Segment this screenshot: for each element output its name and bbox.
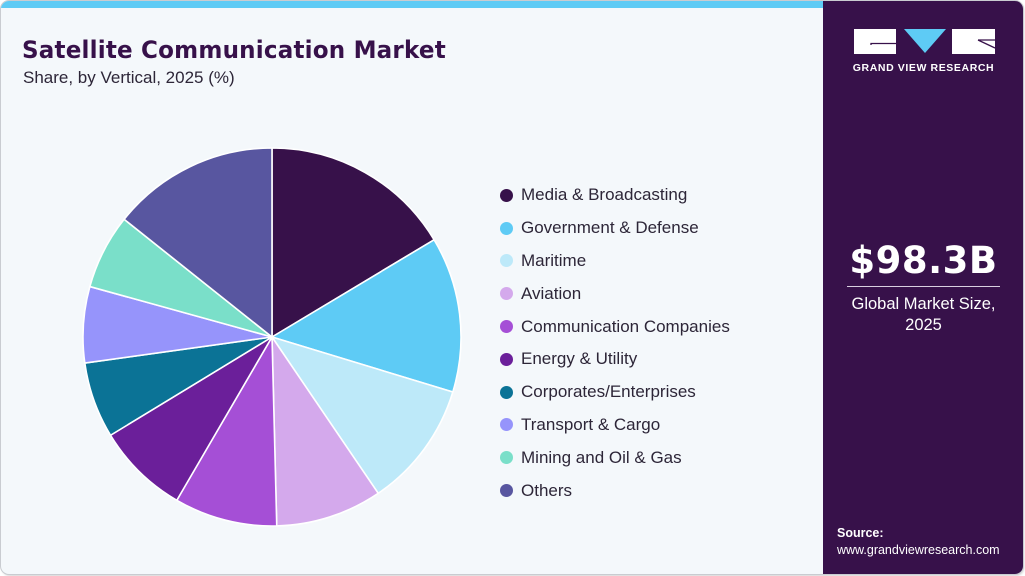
pie-chart-svg bbox=[82, 147, 462, 527]
source-label: Source: bbox=[837, 526, 884, 540]
legend-item: Others bbox=[500, 474, 730, 507]
grand-view-research-logo-icon bbox=[854, 29, 996, 54]
brand-name: GRAND VIEW RESEARCH bbox=[852, 62, 995, 74]
legend-swatch-icon bbox=[500, 188, 513, 202]
source-link[interactable]: www.grandviewresearch.com bbox=[837, 543, 1000, 557]
legend-label: Energy & Utility bbox=[521, 349, 638, 369]
legend-label: Government & Defense bbox=[521, 218, 699, 238]
legend-swatch-icon bbox=[500, 385, 513, 399]
pie-slice bbox=[123, 147, 273, 338]
legend-label: Maritime bbox=[521, 250, 587, 270]
pie-slice bbox=[271, 336, 380, 527]
legend-item: Maritime bbox=[500, 245, 730, 278]
legend-swatch-icon bbox=[500, 418, 513, 432]
legend-item: Mining and Oil & Gas bbox=[500, 441, 730, 474]
divider bbox=[847, 286, 1000, 287]
legend-label: Media & Broadcasting bbox=[521, 185, 688, 205]
legend-label: Communication Companies bbox=[521, 316, 730, 336]
legend-swatch-icon bbox=[500, 221, 513, 235]
legend-swatch-icon bbox=[500, 254, 513, 268]
market-size-label-line2: 2025 bbox=[905, 316, 942, 334]
chart-panel: Satellite Communication Market Share, by… bbox=[1, 8, 823, 574]
summary-sidebar: GRAND VIEW RESEARCH $98.3B Global Market… bbox=[823, 1, 1023, 574]
legend-item: Transport & Cargo bbox=[500, 409, 730, 442]
pie-chart bbox=[81, 146, 463, 528]
accent-top-bar bbox=[1, 1, 823, 8]
legend-swatch-icon bbox=[500, 484, 513, 498]
pie-slice bbox=[271, 336, 454, 495]
legend-item: Aviation bbox=[500, 277, 730, 310]
chart-legend: Media & Broadcasting Government & Defens… bbox=[500, 179, 730, 507]
pie-slice bbox=[109, 336, 273, 502]
legend-label: Others bbox=[521, 480, 573, 500]
legend-label: Corporates/Enterprises bbox=[521, 382, 696, 402]
pie-slice bbox=[176, 336, 278, 527]
market-size-label: Global Market Size, 2025 bbox=[823, 294, 1023, 336]
pie-slice bbox=[271, 238, 462, 393]
legend-swatch-icon bbox=[500, 352, 513, 366]
legend-item: Media & Broadcasting bbox=[500, 179, 730, 212]
legend-label: Aviation bbox=[521, 283, 582, 303]
market-size-label-line1: Global Market Size, bbox=[851, 295, 996, 313]
legend-swatch-icon bbox=[500, 451, 513, 465]
pie-slice bbox=[271, 147, 435, 338]
legend-item: Communication Companies bbox=[500, 310, 730, 343]
legend-item: Government & Defense bbox=[500, 212, 730, 245]
legend-label: Transport & Cargo bbox=[521, 414, 661, 434]
legend-item: Corporates/Enterprises bbox=[500, 376, 730, 409]
legend-swatch-icon bbox=[500, 287, 513, 301]
legend-swatch-icon bbox=[500, 320, 513, 334]
legend-label: Mining and Oil & Gas bbox=[521, 447, 682, 467]
market-size-value: $98.3B bbox=[849, 239, 998, 282]
legend-item: Energy & Utility bbox=[500, 343, 730, 376]
chart-title: Satellite Communication Market bbox=[22, 36, 446, 64]
chart-subtitle: Share, by Vertical, 2025 (%) bbox=[23, 68, 235, 87]
